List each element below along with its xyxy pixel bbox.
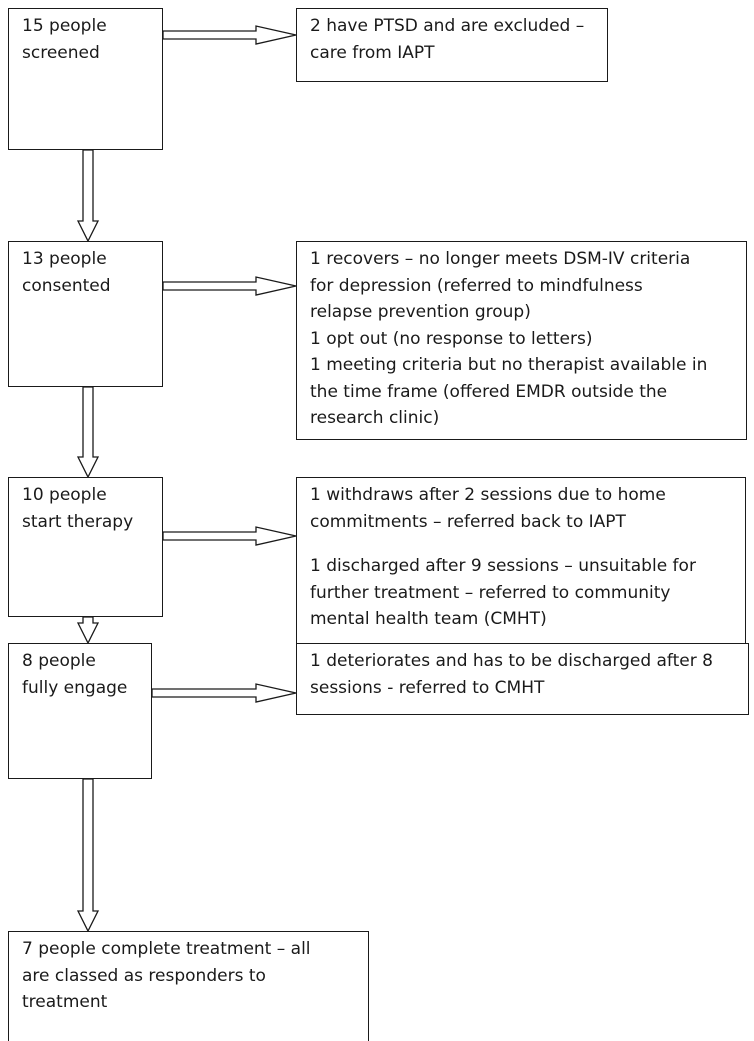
right-arrow: [162, 526, 297, 546]
right-arrow: [151, 683, 297, 703]
right-arrow: [162, 25, 297, 45]
main-box-screened: 15 people screened: [8, 8, 163, 150]
box-text: are classed as responders to: [22, 965, 266, 986]
box-text: 7 people complete treatment – all: [22, 939, 311, 959]
main-box-consented: 13 people consented: [8, 241, 163, 387]
main-box-complete: 7 people complete treatment – all are cl…: [8, 931, 369, 1041]
box-text: start therapy: [22, 511, 134, 532]
box-text: mental health team (CMHT): [310, 609, 547, 629]
box-text: further treatment – referred to communit…: [310, 582, 671, 603]
box-text: for depression (referred to mindfulness: [310, 275, 643, 296]
box-text: 1 discharged after 9 sessions – unsuitab…: [310, 556, 696, 576]
box-text: fully engage: [22, 677, 128, 698]
box-text: sessions - referred to CMHT: [310, 677, 545, 698]
down-arrow: [76, 149, 100, 243]
box-text: 15 people: [22, 16, 107, 36]
box-text: research clinic): [310, 408, 440, 428]
box-text: consented: [22, 275, 111, 296]
box-text: 1 recovers – no longer meets DSM-IV crit…: [310, 249, 691, 269]
side-box-therapy-dropouts: 1 withdraws after 2 sessions due to home…: [296, 477, 746, 657]
box-text: 1 meeting criteria but no therapist avai…: [310, 355, 708, 375]
box-text: relapse prevention group): [310, 302, 531, 322]
box-text: 8 people: [22, 651, 96, 671]
down-arrow: [76, 386, 100, 479]
box-text: 1 withdraws after 2 sessions due to home: [310, 485, 666, 505]
side-box-excluded: 2 have PTSD and are excluded – care from…: [296, 8, 608, 82]
box-text: 13 people: [22, 249, 107, 269]
main-box-start-therapy: 10 people start therapy: [8, 477, 163, 617]
down-arrow: [76, 778, 100, 933]
box-text: commitments – referred back to IAPT: [310, 511, 626, 532]
side-box-consent-dropouts: 1 recovers – no longer meets DSM-IV crit…: [296, 241, 747, 440]
box-text: treatment: [22, 992, 108, 1012]
main-box-fully-engage: 8 people fully engage: [8, 643, 152, 779]
box-text: 1 opt out (no response to letters): [310, 328, 593, 349]
box-text: screened: [22, 42, 100, 63]
right-arrow: [162, 276, 297, 296]
box-text: the time frame (offered EMDR outside the: [310, 381, 668, 402]
box-text: 2 have PTSD and are excluded –: [310, 16, 585, 36]
box-text: care from IAPT: [310, 42, 435, 63]
box-text: 1 deteriorates and has to be discharged …: [310, 651, 713, 671]
down-arrow: [76, 616, 100, 645]
paragraph-gap: [310, 535, 745, 553]
box-text: 10 people: [22, 485, 107, 505]
side-box-engage-dropouts: 1 deteriorates and has to be discharged …: [296, 643, 749, 715]
